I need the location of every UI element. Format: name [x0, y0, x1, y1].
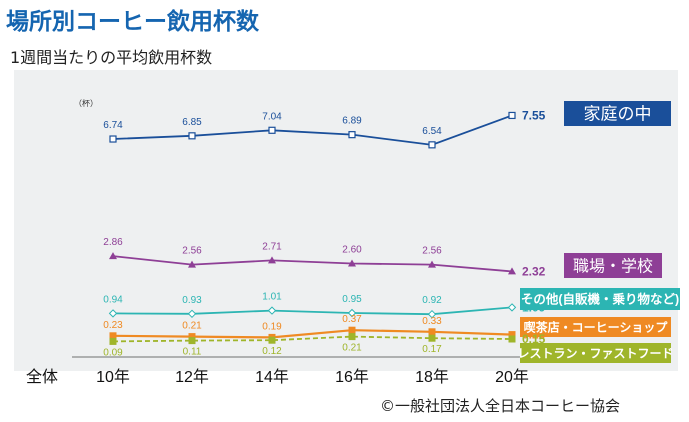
series-1-value-2: 2.71 — [262, 241, 282, 252]
series-3-point-0 — [109, 332, 117, 340]
series-line-1 — [112, 255, 513, 273]
series-line-2 — [112, 306, 513, 316]
series-2-point-4 — [427, 309, 437, 319]
series-4-value-4: 0.17 — [422, 344, 442, 355]
series-label-box-1 — [564, 253, 662, 278]
series-0-point-3 — [348, 131, 356, 139]
series-1-point-2 — [268, 256, 276, 264]
series-1-point-5 — [508, 267, 516, 275]
series-label-box-3 — [520, 317, 671, 337]
series-4-end-value: 0.15 — [522, 332, 546, 346]
series-1-value-4: 2.56 — [422, 246, 442, 257]
series-2-value-2: 1.01 — [262, 292, 282, 303]
series-4-value-0: 0.09 — [103, 347, 123, 358]
series-line-4 — [112, 335, 513, 343]
series-4-point-4 — [428, 334, 436, 342]
series-4-point-5 — [508, 335, 516, 343]
series-1-point-3 — [348, 259, 356, 267]
series-3-point-1 — [188, 333, 196, 341]
x-tick-label-16年: 16年 — [335, 368, 369, 386]
series-1-value-1: 2.56 — [182, 246, 202, 257]
chart-subtitle: 1週間当たりの平均飲用杯数 — [10, 48, 213, 67]
x-tick-label-20年: 20年 — [495, 368, 529, 386]
series-4-point-0 — [109, 337, 117, 345]
series-4-value-2: 0.12 — [262, 346, 282, 357]
series-1-point-1 — [188, 260, 196, 268]
series-3-value-2: 0.19 — [262, 321, 282, 332]
series-label-1: 職場・学校 — [573, 257, 653, 275]
series-3-value-4: 0.33 — [422, 316, 442, 327]
series-line-3 — [112, 329, 513, 339]
series-3-value-0: 0.23 — [103, 320, 123, 331]
chart-title: 場所別コーヒー飲用杯数 — [6, 9, 259, 35]
series-0-point-5 — [508, 111, 516, 120]
series-label-4: レストラン・ファストフード — [517, 346, 673, 360]
series-2-point-0 — [108, 309, 118, 318]
series-1-value-3: 2.60 — [342, 245, 362, 256]
series-0-point-0 — [109, 135, 117, 143]
series-label-box-2 — [520, 288, 680, 310]
series-4-value-3: 0.21 — [342, 343, 362, 354]
series-2-point-2 — [267, 306, 277, 315]
x-tick-label-12年: 12年 — [175, 368, 209, 386]
series-0-point-4 — [428, 141, 436, 149]
series-1-value-0: 2.86 — [103, 237, 123, 248]
series-2-point-5 — [507, 303, 517, 312]
series-3-value-1: 0.21 — [182, 321, 202, 332]
series-4-point-3 — [348, 333, 356, 341]
series-3-point-5 — [508, 331, 516, 339]
series-label-box-4 — [520, 343, 671, 363]
series-0-end-value: 7.55 — [522, 108, 546, 122]
copyright-credit: ©一般社団法人全日本コーヒー協会 — [380, 397, 621, 415]
series-3-value-3: 0.37 — [342, 314, 362, 325]
series-2-point-1 — [187, 309, 197, 319]
series-2-value-4: 0.92 — [422, 295, 442, 306]
series-label-2: その他(自販機・乗り物など) — [521, 292, 679, 307]
series-1-point-4 — [428, 260, 436, 268]
series-0-value-1: 6.85 — [182, 117, 202, 128]
series-2-point-3 — [347, 308, 357, 318]
series-3-point-4 — [428, 328, 436, 336]
series-0-point-1 — [188, 132, 196, 140]
x-tick-label-18年: 18年 — [415, 368, 449, 386]
unit-label: （杯） — [74, 99, 98, 108]
series-label-0: 家庭の中 — [584, 105, 652, 124]
x-tick-label-14年: 14年 — [255, 368, 289, 386]
series-0-value-3: 6.89 — [342, 116, 362, 127]
series-line-0 — [112, 114, 513, 146]
series-0-value-4: 6.54 — [422, 126, 442, 137]
series-2-value-1: 0.93 — [182, 295, 202, 306]
series-4-point-1 — [188, 337, 196, 345]
series-1-point-0 — [109, 252, 117, 260]
series-2-value-0: 0.94 — [103, 294, 123, 305]
series-0-point-2 — [268, 126, 276, 134]
series-4-point-2 — [268, 336, 276, 344]
series-3-point-3 — [348, 326, 356, 334]
series-0-value-2: 7.04 — [262, 111, 282, 122]
series-2-value-3: 0.95 — [342, 294, 362, 305]
series-1-end-value: 2.32 — [522, 264, 546, 278]
series-label-3: 喫茶店・コーヒーショップ — [524, 319, 669, 334]
x-tick-label-10年: 10年 — [96, 368, 130, 386]
series-0-value-0: 6.74 — [103, 120, 123, 131]
x-axis-prefix-label: 全体 — [26, 368, 58, 386]
series-4-value-1: 0.11 — [183, 347, 202, 358]
series-label-box-0 — [564, 101, 671, 126]
